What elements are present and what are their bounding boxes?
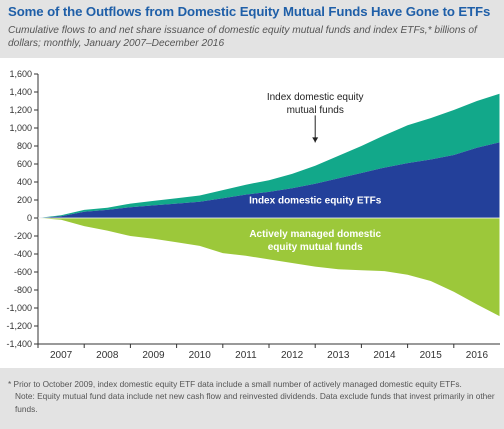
series-area-active-mutual-funds xyxy=(38,218,500,317)
x-tick-label: 2011 xyxy=(235,350,257,361)
y-tick-label: -1,000 xyxy=(6,303,32,313)
note: Note: Equity mutual fund data include ne… xyxy=(15,391,495,414)
annotation-arrowhead xyxy=(312,137,319,143)
x-tick-label: 2009 xyxy=(142,350,165,361)
area-chart: 1,600 1,400 1,200 1,000 800 600 400 200 0 -200 -40… xyxy=(6,69,500,361)
y-tick-label: 400 xyxy=(17,177,32,187)
plot-area: 1,600 1,400 1,200 1,000 800 600 400 200 0 -200 -40… xyxy=(0,58,504,368)
chart-subtitle: Cumulative flows to and net share issuan… xyxy=(8,25,477,49)
annotation-active-mutual-funds: Actively managed domestic equity mutual f… xyxy=(249,229,381,253)
annotation-index-mutual-funds: Index domestic equity mutual funds xyxy=(267,92,364,116)
y-tick-label: -1,200 xyxy=(6,321,32,331)
chart-notes: * Prior to October 2009, index domestic … xyxy=(8,378,498,415)
series-area-index-mutual-funds xyxy=(38,93,500,218)
y-tick-label: 1,400 xyxy=(9,87,32,97)
y-tick-label: 1,200 xyxy=(9,105,32,115)
chart-title: Some of the Outflows from Domestic Equit… xyxy=(8,4,491,19)
y-tick-label: -600 xyxy=(14,267,32,277)
y-tick-label: 200 xyxy=(17,195,32,205)
y-tick-label: 600 xyxy=(17,159,32,169)
x-tick-label: 2016 xyxy=(466,350,489,361)
x-tick-label: 2015 xyxy=(420,350,443,361)
x-tick-label: 2008 xyxy=(96,350,119,361)
y-tick-label: 0 xyxy=(27,213,32,223)
x-tick-label: 2013 xyxy=(327,350,350,361)
y-tick-label: 1,000 xyxy=(9,123,32,133)
annotation-index-etfs: Index domestic equity ETFs xyxy=(249,196,382,207)
y-tick-label: -1,400 xyxy=(6,339,32,349)
footnote: * Prior to October 2009, index domestic … xyxy=(8,379,462,389)
series-area-index-etfs xyxy=(38,142,500,218)
y-tick-label: 1,600 xyxy=(9,69,32,79)
y-tick-label: 800 xyxy=(17,141,32,151)
y-tick-label: -800 xyxy=(14,285,32,295)
y-tick-label: -200 xyxy=(14,231,32,241)
x-tick-label: 2012 xyxy=(281,350,304,361)
x-tick-label: 2014 xyxy=(373,350,396,361)
x-tick-label: 2007 xyxy=(50,350,73,361)
x-tick-label: 2010 xyxy=(189,350,212,361)
y-tick-label: -400 xyxy=(14,249,32,259)
